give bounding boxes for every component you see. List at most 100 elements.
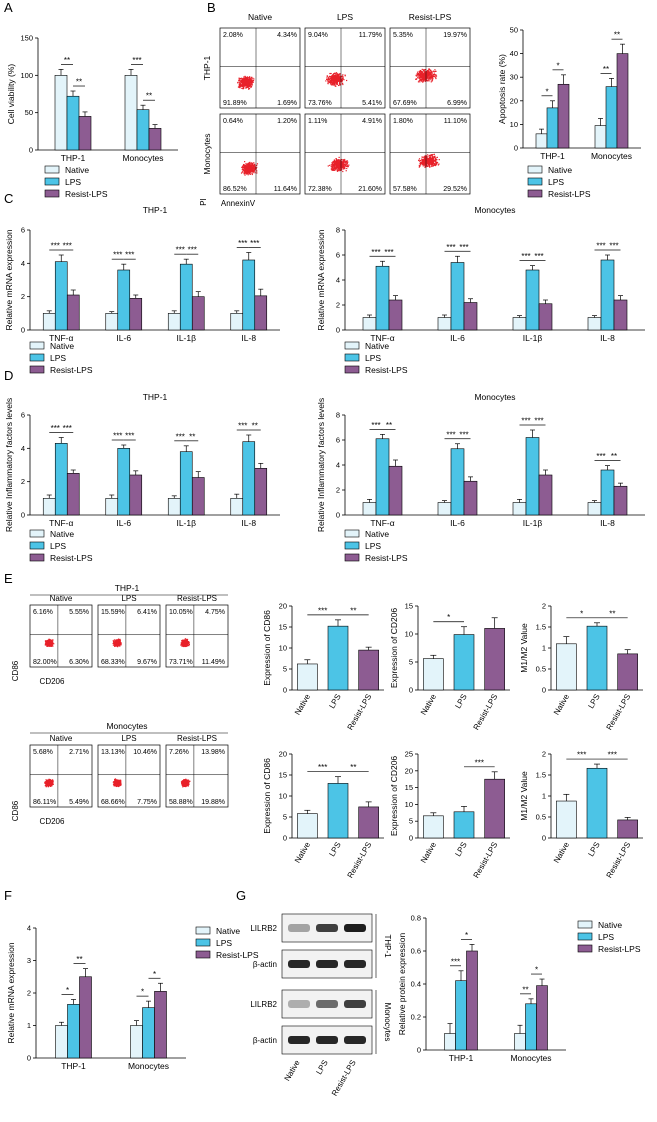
flow-event (250, 164, 252, 166)
flow-event (51, 639, 53, 641)
flow-event (186, 645, 188, 647)
flow-event (114, 643, 116, 645)
flow-event (186, 643, 188, 645)
quadrant-value: 4.91% (362, 118, 382, 125)
flow-event (239, 83, 241, 85)
flow-event (343, 79, 345, 81)
flow-event (187, 779, 189, 781)
flow-event (117, 644, 120, 646)
flow-event (49, 785, 52, 787)
flow-event (342, 164, 344, 166)
flow-event (251, 166, 253, 168)
flow-event (183, 642, 185, 644)
flow-event (427, 159, 429, 162)
flow-event (430, 74, 432, 76)
flow-event (332, 78, 334, 80)
flow-event (333, 77, 335, 79)
flow-event (245, 77, 247, 79)
flow-event (331, 163, 334, 165)
flow-event (329, 77, 331, 80)
flow-event (249, 173, 252, 175)
flow-event (181, 643, 183, 645)
flow-event (119, 781, 122, 783)
significance-label: *** (63, 242, 72, 251)
flow-event (246, 84, 248, 87)
flow-event (342, 78, 344, 80)
bar-native (167, 313, 181, 331)
bar-lps (54, 443, 68, 516)
flow-event (186, 783, 188, 785)
flow-event (243, 80, 245, 83)
flow-event (336, 166, 338, 168)
flow-event (338, 159, 340, 161)
bar-resist-lps (557, 83, 570, 149)
flow-event (245, 170, 248, 172)
flow-event (113, 641, 115, 643)
flow-event (243, 83, 246, 85)
flow-event (339, 162, 341, 164)
flow-event (47, 784, 49, 786)
flow-plot-polarization (29, 604, 93, 668)
flow-event (340, 158, 343, 161)
flow-event (247, 165, 249, 167)
flow-event (435, 162, 437, 164)
legend-swatch (29, 341, 45, 350)
flow-event (347, 164, 349, 167)
flow-event (249, 78, 251, 80)
flow-event (253, 78, 255, 80)
flow-plot-polarization (97, 744, 161, 808)
quadrant-value: 6.41% (137, 609, 157, 616)
flow-event (242, 78, 244, 80)
flow-event (333, 165, 336, 167)
flow-event (430, 71, 432, 74)
flow-event (46, 639, 49, 642)
flow-event (327, 165, 329, 167)
flow-event (326, 75, 328, 77)
flow-event (243, 87, 245, 89)
flow-event (116, 784, 119, 786)
flow-event (435, 75, 438, 77)
bar-native (42, 313, 56, 331)
flow-event (51, 641, 53, 643)
flow-event (422, 163, 425, 165)
flow-event (427, 163, 430, 165)
flow-event (418, 75, 420, 77)
flow-event (328, 78, 331, 81)
flow-event (115, 783, 117, 785)
flow-event (434, 160, 436, 162)
flow-event (248, 165, 250, 168)
flow-event (417, 81, 420, 83)
flow-event (249, 166, 251, 168)
flow-event (428, 158, 430, 160)
flow-event (428, 69, 431, 71)
flow-event (249, 161, 251, 164)
flow-event (334, 167, 336, 170)
significance-label: *** (176, 432, 185, 441)
flow-event (251, 162, 253, 164)
flow-event (428, 163, 430, 165)
bar-lps (525, 269, 540, 331)
flow-event (248, 172, 250, 174)
x-category-label: Monocytes (591, 151, 632, 161)
flow-event (332, 169, 335, 171)
flow-event (418, 166, 420, 168)
flow-event (252, 169, 254, 172)
flow-event (418, 160, 421, 162)
flow-event (115, 780, 117, 782)
flow-event (431, 162, 433, 164)
bar-resist-lps (613, 485, 628, 516)
flow-event (426, 158, 428, 160)
flow-event (346, 79, 348, 82)
flow-event (46, 644, 48, 646)
bar-native (124, 75, 138, 151)
flow-event (251, 168, 253, 171)
flow-event (330, 76, 332, 78)
legend-label: Resist-LPS (365, 365, 408, 375)
flow-event (429, 160, 431, 163)
legend-swatch (29, 365, 45, 374)
flow-event (430, 81, 432, 83)
flow-event (248, 79, 251, 81)
flow-event (424, 74, 426, 77)
flow-event (336, 162, 338, 164)
x-category-label: TNF-α (370, 333, 394, 343)
